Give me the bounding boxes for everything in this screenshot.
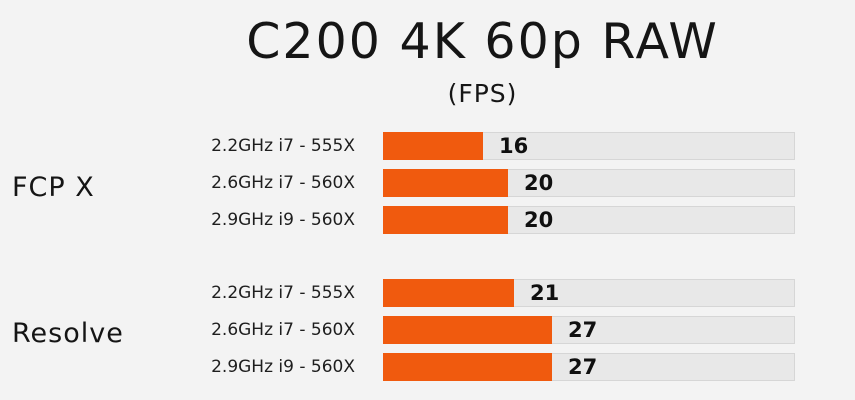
group-label: Resolve [12, 318, 124, 349]
category-label: 2.6GHz i7 - 560X [211, 173, 355, 193]
bar [383, 279, 514, 307]
bar [383, 132, 483, 160]
bar [383, 206, 508, 234]
chart-subtitle: (FPS) [447, 79, 518, 108]
group-label: FCP X [12, 172, 95, 203]
bar [383, 353, 552, 381]
category-label: 2.2GHz i7 - 555X [211, 283, 355, 303]
category-label: 2.2GHz i7 - 555X [211, 136, 355, 156]
category-label: 2.9GHz i9 - 560X [211, 210, 355, 230]
chart-title: C200 4K 60p RAW [246, 13, 719, 70]
data-label: 20 [524, 171, 554, 195]
data-label: 16 [499, 134, 529, 158]
data-label: 27 [568, 355, 598, 379]
data-label: 27 [568, 318, 598, 342]
category-label: 2.6GHz i7 - 560X [211, 320, 355, 340]
bar [383, 316, 552, 344]
bar [383, 169, 508, 197]
data-label: 20 [524, 208, 554, 232]
category-label: 2.9GHz i9 - 560X [211, 357, 355, 377]
data-label: 21 [530, 281, 560, 305]
